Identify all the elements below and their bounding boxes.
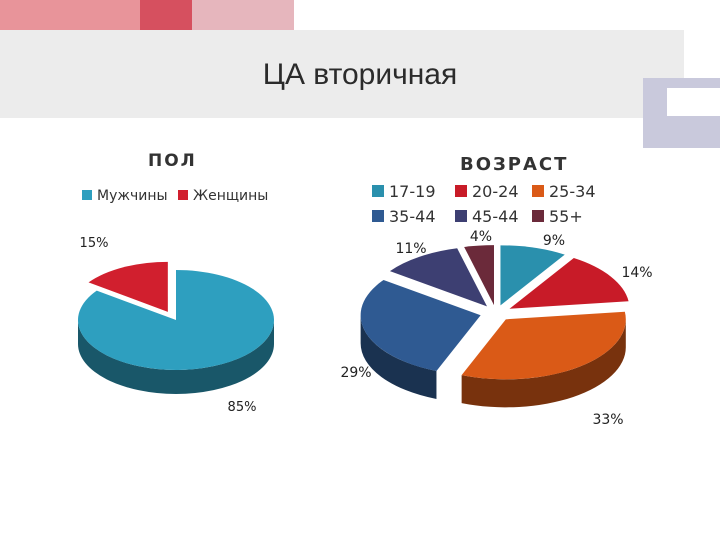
legend-label-25-34: 25-34 bbox=[549, 182, 596, 201]
legend-label-45-44: 45-44 bbox=[472, 207, 519, 226]
age-data-label-55plus: 4% bbox=[470, 229, 492, 245]
legend-item-35-44: 35-44 bbox=[372, 207, 436, 226]
gender-data-label-женщины: 15% bbox=[80, 236, 109, 251]
age-slice-45-44 bbox=[389, 248, 488, 307]
age-data-label-17-19: 9% bbox=[543, 233, 565, 249]
gender-slice-мужчины bbox=[77, 270, 274, 371]
legend-swatch-45-44 bbox=[455, 210, 467, 222]
gender-data-label-мужчины: 85% bbox=[228, 400, 257, 415]
legend-item-25-34: 25-34 bbox=[532, 182, 596, 201]
pie-slices-layer bbox=[77, 245, 629, 408]
legend-label-female: Женщины bbox=[193, 188, 269, 204]
title-band bbox=[0, 30, 684, 118]
age-slice-side-25-34 bbox=[461, 319, 626, 408]
legend-swatch-55plus bbox=[532, 210, 544, 222]
age-data-label-25-34: 33% bbox=[592, 412, 623, 428]
age-data-label-35-44: 29% bbox=[340, 365, 371, 381]
age-slice-side-35-44 bbox=[360, 315, 437, 400]
pie-labels-layer: 85% 15% 9% 14% 33% 29% 11% 4% bbox=[80, 229, 653, 428]
legend-label-20-24: 20-24 bbox=[472, 182, 519, 201]
age-chart-title: ВОЗРАСТ bbox=[460, 154, 569, 175]
age-slice-20-24 bbox=[509, 258, 629, 309]
legend-label-35-44: 35-44 bbox=[389, 207, 436, 226]
legend-item-20-24: 20-24 bbox=[455, 182, 519, 201]
age-slice-55plus bbox=[464, 245, 494, 306]
legend-item-55plus: 55+ bbox=[532, 207, 583, 226]
gender-chart-title: ПОЛ bbox=[148, 151, 197, 171]
slide-title: ЦА вторичная bbox=[262, 58, 458, 91]
decor-block-white bbox=[667, 88, 720, 116]
legend-label-17-19: 17-19 bbox=[389, 182, 436, 201]
age-data-label-45-44: 11% bbox=[395, 241, 426, 257]
legend-item-45-44: 45-44 bbox=[455, 207, 519, 226]
legend-swatch-20-24 bbox=[455, 185, 467, 197]
legend-swatch-male bbox=[82, 190, 92, 200]
age-slice-35-44 bbox=[360, 279, 481, 372]
legend-swatch-25-34 bbox=[532, 185, 544, 197]
legend-item-17-19: 17-19 bbox=[372, 182, 436, 201]
legend-swatch-35-44 bbox=[372, 210, 384, 222]
gender-slice-side-мужчины bbox=[78, 320, 274, 394]
age-data-label-20-24: 14% bbox=[621, 265, 652, 281]
legend-item-male: Мужчины bbox=[82, 188, 168, 204]
legend-swatch-17-19 bbox=[372, 185, 384, 197]
legend-swatch-female bbox=[178, 190, 188, 200]
legend-label-55plus: 55+ bbox=[549, 207, 583, 226]
gender-slice-женщины bbox=[88, 261, 168, 312]
age-slice-25-34 bbox=[461, 311, 626, 380]
age-slice-17-19 bbox=[500, 245, 565, 306]
legend-item-female: Женщины bbox=[178, 188, 268, 204]
legend-label-male: Мужчины bbox=[97, 188, 168, 204]
